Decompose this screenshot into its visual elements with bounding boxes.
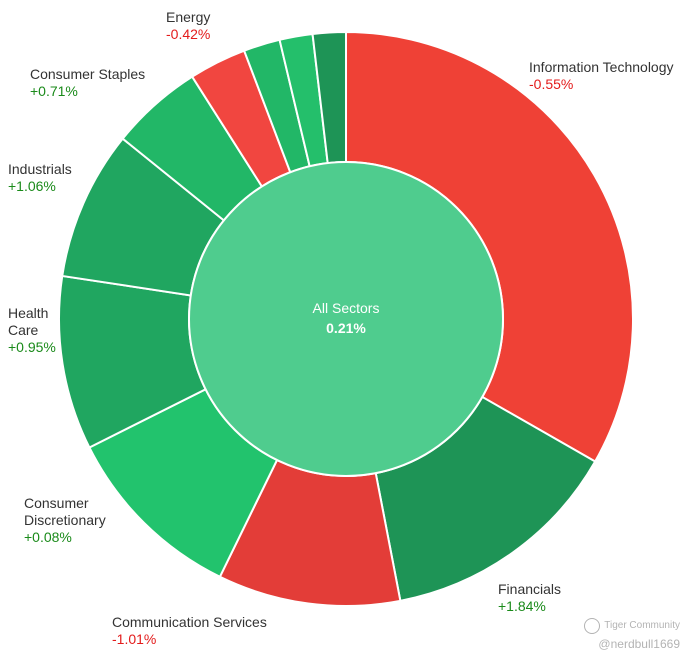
change-financials: +1.84% — [498, 598, 546, 614]
change-communication-services: -1.01% — [112, 631, 156, 647]
center-value: 0.21% — [326, 320, 366, 336]
watermark: Tiger Community @nerdbull1669 — [584, 618, 680, 651]
change-industrials: +1.06% — [8, 178, 56, 194]
change-consumer-discretionary: +0.08% — [24, 529, 72, 545]
center-label: All Sectors — [313, 300, 380, 316]
label-financials: Financials — [498, 581, 561, 597]
change-health-care: +0.95% — [8, 339, 56, 355]
label-energy: Energy — [166, 9, 210, 25]
center-disk[interactable] — [188, 161, 504, 477]
label-industrials: Industrials — [8, 161, 72, 177]
label-health-care: Care — [8, 322, 39, 338]
watermark-handle: @nerdbull1669 — [598, 637, 680, 651]
label-consumer-staples: Consumer Staples — [30, 66, 145, 82]
label-communication-services: Communication Services — [112, 614, 267, 630]
label-consumer-discretionary: Discretionary — [24, 512, 106, 528]
label-information-technology: Information Technology — [529, 59, 674, 75]
watermark-brand: Tiger Community — [604, 620, 680, 631]
change-information-technology: -0.55% — [529, 76, 573, 92]
label-consumer-discretionary: Consumer — [24, 495, 89, 511]
tiger-logo-icon — [584, 618, 601, 634]
change-energy: -0.42% — [166, 26, 210, 42]
change-consumer-staples: +0.71% — [30, 83, 78, 99]
label-health-care: Health — [8, 305, 48, 321]
